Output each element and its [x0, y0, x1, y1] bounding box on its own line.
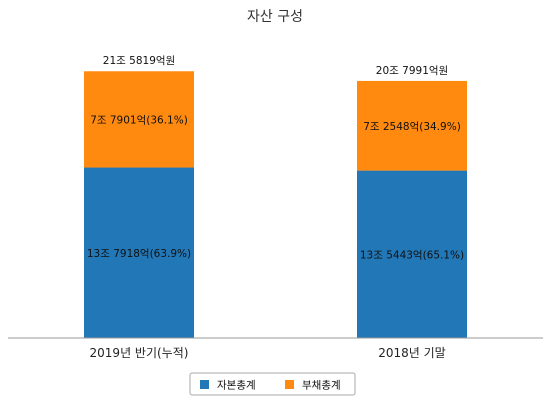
total-label-1: 21조 5819억원: [103, 55, 175, 67]
data-label-liabilities-2: 7조 2548억(34.9%): [363, 121, 461, 133]
bar-segment-liabilities-1: [84, 71, 194, 168]
data-label-equity-2: 13조 5443억(65.1%): [360, 249, 464, 261]
chart-title: 자산 구성: [247, 9, 303, 25]
bar-segment-equity-2: [357, 170, 467, 338]
category-label-2: 2018년 기말: [378, 346, 445, 360]
bar-segment-equity-1: [84, 167, 194, 338]
data-label-equity-1: 13조 7918억(63.9%): [87, 248, 191, 260]
data-label-liabilities-1: 7조 7901억(36.1%): [90, 114, 188, 126]
total-label-2: 20조 7991억원: [376, 65, 448, 77]
legend-box: [189, 372, 356, 396]
legend-swatch-equity: [200, 380, 209, 389]
plot-area: 13조 7918억(63.9%) 7조 7901억(36.1%) 21조 5819억…: [84, 55, 467, 360]
legend: 자본총계 부채총계: [189, 372, 356, 396]
category-label-1: 2019년 반기(누적): [90, 346, 189, 360]
legend-label-equity: 자본총계: [217, 380, 256, 392]
bar-segment-liabilities-2: [357, 80, 467, 171]
legend-swatch-liabilities: [285, 380, 294, 389]
legend-label-liabilities: 부채총계: [302, 380, 341, 392]
